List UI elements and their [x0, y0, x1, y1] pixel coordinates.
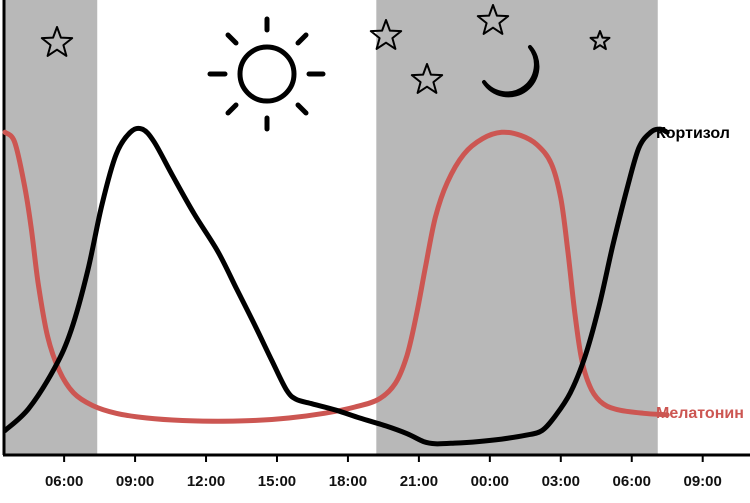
- x-tick-label: 09:00: [684, 473, 722, 490]
- star-icon: [410, 63, 444, 94]
- star-icon: [369, 19, 403, 50]
- night-shading-layer: [5, 0, 658, 455]
- stars-group: [40, 4, 611, 94]
- axes: [2, 0, 750, 462]
- series-line-cortisol: [2, 125, 670, 447]
- x-tick-label: 03:00: [542, 473, 580, 490]
- x-tick-label: 12:00: [187, 473, 225, 490]
- series-label-melatonin: Мелатонин: [656, 405, 744, 422]
- night-band-0: [5, 0, 98, 455]
- x-tick-label: 09:00: [116, 473, 154, 490]
- series-layer: [2, 125, 670, 447]
- x-tick-label: 15:00: [258, 473, 296, 490]
- x-tick-labels: 06:00 09:00 12:00 15:00 18:00 21:00 00:00 03:00…: [45, 473, 722, 490]
- x-tick-label: 18:00: [329, 473, 367, 490]
- series-line-melatonin: [2, 129, 670, 424]
- x-tick-label: 06:00: [45, 473, 83, 490]
- star-icon: [589, 30, 611, 51]
- star-icon: [40, 26, 74, 57]
- x-tick-label: 00:00: [471, 473, 509, 490]
- night-band-1: [376, 0, 658, 455]
- star-icon: [476, 4, 510, 35]
- crescent-moon-icon: [482, 45, 540, 98]
- x-tick-label: 06:00: [613, 473, 651, 490]
- series-label-cortisol: Кортизол: [656, 125, 730, 142]
- x-tick-label: 21:00: [400, 473, 438, 490]
- sun-icon: [207, 16, 326, 132]
